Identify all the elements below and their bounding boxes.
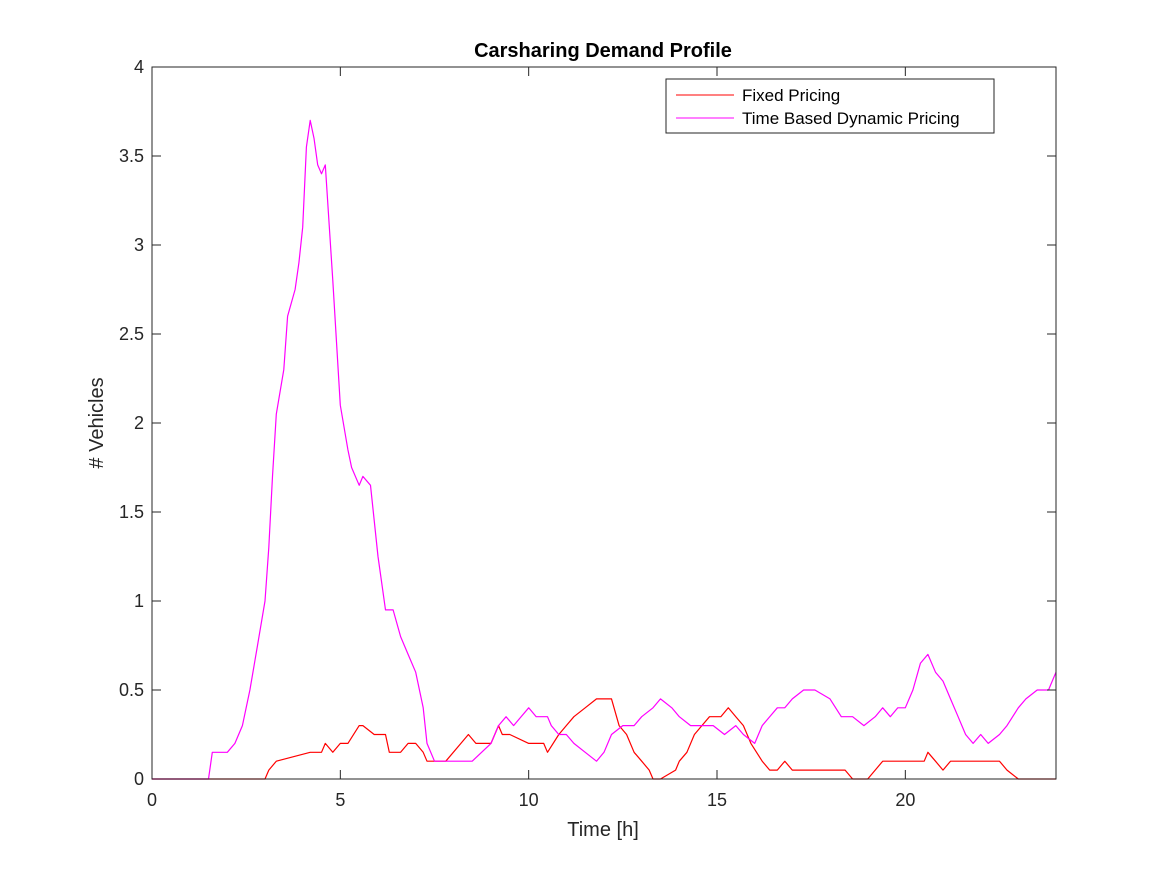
y-tick-label: 3 (134, 235, 144, 255)
y-axis-label: # Vehicles (86, 377, 108, 468)
y-tick-label: 3.5 (119, 146, 144, 166)
y-tick-label: 2.5 (119, 324, 144, 344)
x-axis-label: Time [h] (567, 819, 639, 841)
ticks-layer: 0 5 10 15 20 0 0.5 1 1.5 2 2.5 3 3.5 4 (119, 57, 1056, 810)
x-tick-label: 10 (519, 790, 539, 810)
legend-box (665, 78, 995, 134)
x-tick-label: 15 (707, 790, 727, 810)
legend-label-dynamic-pricing: Time Based Dynamic Pricing (742, 109, 960, 128)
y-tick-label: 0 (134, 769, 144, 789)
y-tick-label: 1 (134, 591, 144, 611)
series-line-dynamic-pricing (152, 119, 1057, 780)
y-tick-label: 2 (134, 413, 144, 433)
x-tick-label: 20 (895, 790, 915, 810)
y-tick-label: 1.5 (119, 502, 144, 522)
legend: Fixed Pricing Time Based Dynamic Pricing (665, 78, 995, 134)
series-line-fixed-pricing (152, 698, 1056, 780)
x-tick-label: 5 (335, 790, 345, 810)
y-tick-label: 0.5 (119, 680, 144, 700)
plot-frame (151, 66, 1057, 780)
y-tick-label: 4 (134, 57, 144, 77)
chart-title: Carsharing Demand Profile (474, 40, 732, 62)
series-layer (152, 119, 1057, 780)
legend-label-fixed-pricing: Fixed Pricing (742, 86, 840, 105)
x-tick-label: 0 (147, 790, 157, 810)
